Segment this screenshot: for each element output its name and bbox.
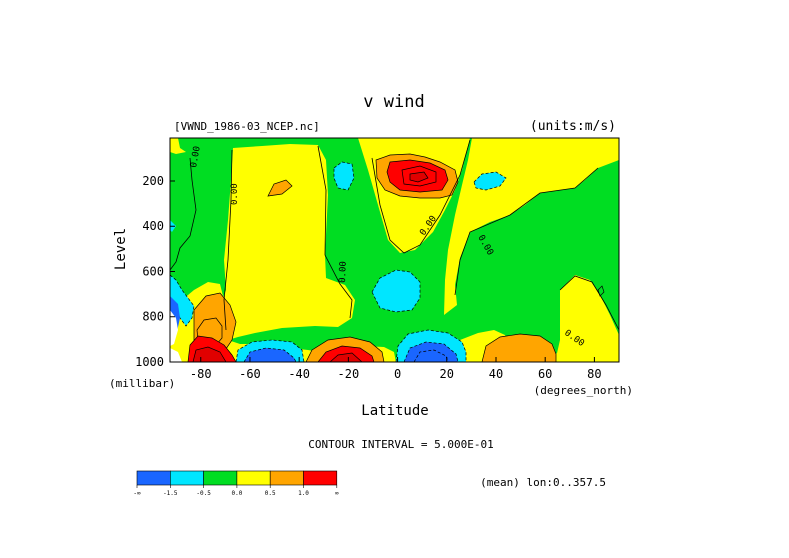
white-region <box>170 310 178 346</box>
white-region <box>170 348 182 362</box>
y-tick-label: 600 <box>142 264 164 278</box>
zero-contour <box>223 149 233 331</box>
contour-label: 0.00 <box>230 183 240 205</box>
colorbar-tick-label: 0.5 <box>265 490 276 497</box>
x-axis: -80 -60 -40 -20 0 20 40 60 80 <box>190 357 602 381</box>
colorbar-swatch <box>136 470 171 486</box>
y-axis-units: (millibar) <box>109 377 175 390</box>
contour-label: 0.00 <box>338 261 349 283</box>
zero-contour <box>371 139 471 254</box>
cyan-region <box>473 171 507 191</box>
cyan-region <box>170 274 195 327</box>
zero-contour <box>559 275 619 331</box>
contour-line <box>401 165 437 187</box>
y-tick-label: 800 <box>142 310 164 324</box>
yellow-region <box>555 275 619 362</box>
plot-frame <box>169 137 620 363</box>
yellow-region <box>218 144 355 340</box>
contour-interval-text: CONTOUR INTERVAL = 5.000E-01 <box>308 438 493 451</box>
contour-label: 0.00 <box>189 145 203 168</box>
x-axis-label: Latitude <box>361 403 428 419</box>
x-tick-label: 60 <box>538 367 552 381</box>
colorbar-tick-label: 1.0 <box>298 490 309 497</box>
yellow-region <box>170 138 186 154</box>
colorbar-swatch <box>303 470 338 486</box>
orange-region <box>267 179 293 197</box>
orange-region <box>481 333 557 362</box>
x-tick-label: 0 <box>394 367 401 381</box>
x-tick-label: 80 <box>587 367 601 381</box>
x-tick-label: 20 <box>440 367 454 381</box>
y-tick-label: 1000 <box>135 355 164 369</box>
colorbar-swatch <box>269 470 304 486</box>
colorbar-tick-label: 0.0 <box>231 490 242 497</box>
colorbar-swatch <box>203 470 238 486</box>
x-tick-label: -40 <box>288 367 310 381</box>
colorbar-swatch <box>236 470 271 486</box>
colorbar-tick-label: -1.5 <box>163 490 178 497</box>
colorbar-tick-label: -∞ <box>133 490 141 497</box>
colorbar: -∞ -1.5 -0.5 0.0 0.5 1.0 ∞ <box>133 470 339 497</box>
x-tick-label: -60 <box>239 367 261 381</box>
mean-longitude-text: (mean) lon:0..357.5 <box>480 476 606 489</box>
zero-contour <box>170 157 197 271</box>
contour-field <box>170 138 619 362</box>
zero-contour <box>454 167 599 296</box>
blue-region-core <box>413 349 449 362</box>
x-axis-units: (degrees_north) <box>534 384 633 397</box>
y-tick-label: 400 <box>142 219 164 233</box>
colorbar-tick-label: ∞ <box>335 490 339 497</box>
x-tick-label: 40 <box>489 367 503 381</box>
file-label: [VWND_1986-03_NCEP.nc] <box>174 120 320 133</box>
cyan-region <box>333 161 355 191</box>
y-tick-label: 200 <box>142 174 164 188</box>
red-region-core <box>329 352 363 362</box>
blue-region <box>243 347 297 362</box>
x-tick-label: -20 <box>338 367 360 381</box>
y-axis-label: Level <box>113 228 129 270</box>
zero-contour <box>317 145 353 319</box>
red-region-core <box>409 171 429 183</box>
colorbar-tick-label: -0.5 <box>196 490 211 497</box>
colorbar-swatch <box>170 470 204 486</box>
cyan-region <box>371 269 421 313</box>
units-label: (units:m/s) <box>530 119 616 134</box>
y-axis: 200 400 600 800 1000 <box>135 174 175 369</box>
chart-title: v wind <box>363 92 424 112</box>
x-tick-label: -80 <box>190 367 212 381</box>
